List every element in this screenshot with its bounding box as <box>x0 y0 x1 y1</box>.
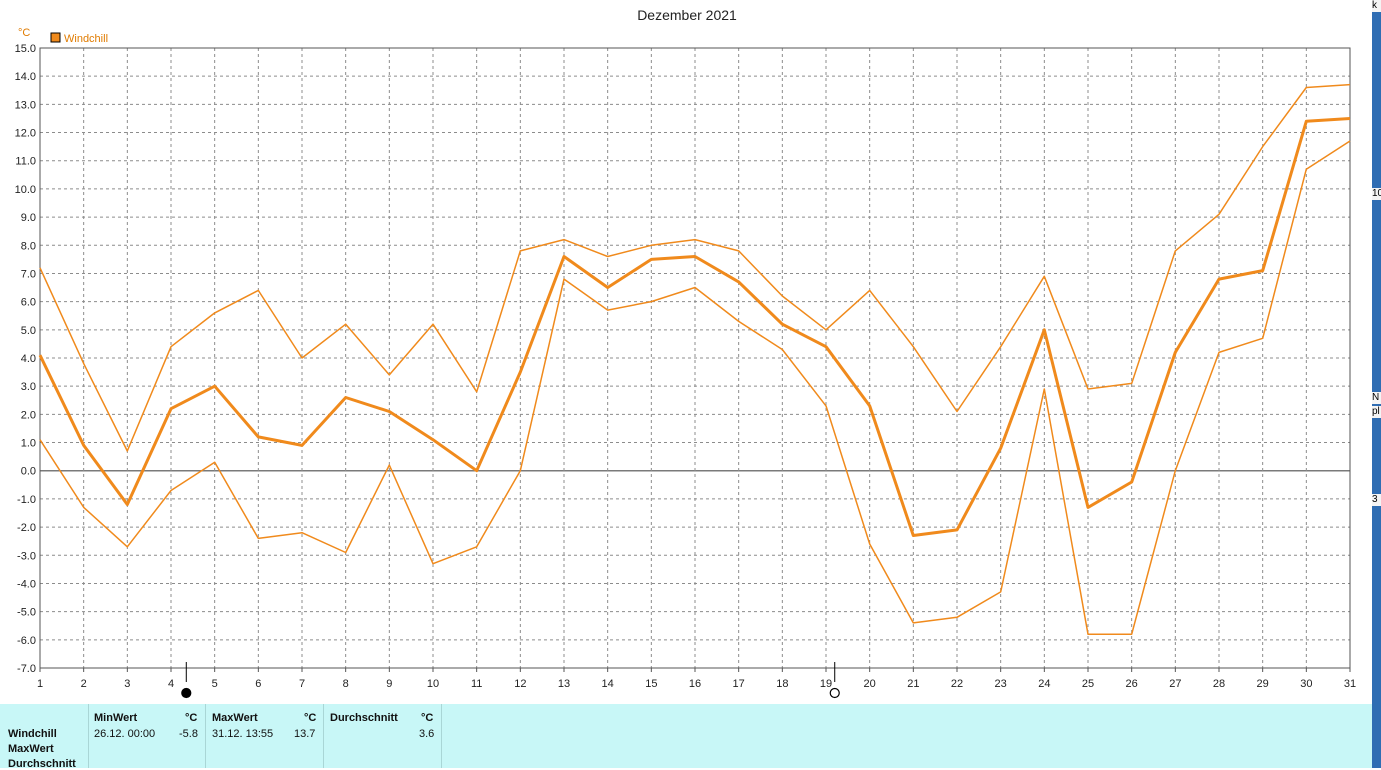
stats-row-labels: Windchill MaxWert Durchschnitt <box>0 704 89 770</box>
x-tick-label: 13 <box>558 678 570 690</box>
min-header: MinWert <box>94 712 138 724</box>
y-tick-label: -5.0 <box>17 607 36 619</box>
y-axis-ticks: 15.0 14.0 13.0 12.0 11.0 10.0 9.0 8.0 7.0 6.0 5.0 4… <box>15 43 36 675</box>
legend-label: Windchill <box>64 33 108 45</box>
y-tick-label: 14.0 <box>15 71 36 83</box>
y-tick-label: 0.0 <box>21 466 36 478</box>
series-line-min <box>39 140 1351 635</box>
min-datetime: 26.12. 00:00 <box>94 728 156 740</box>
x-tick-label: 28 <box>1213 678 1225 690</box>
x-tick-label: 27 <box>1169 678 1181 690</box>
x-tick-label: 23 <box>995 678 1007 690</box>
full-moon-icon <box>829 687 840 699</box>
strip-fragment: 10 <box>1372 188 1381 200</box>
y-tick-label: -1.0 <box>17 494 36 506</box>
x-tick-label: 7 <box>299 678 305 690</box>
strip-fragment: k <box>1372 0 1381 12</box>
min-value: -5.8 <box>179 728 198 740</box>
y-tick-label: 12.0 <box>15 128 36 140</box>
avg-header: Durchschnitt <box>330 712 398 724</box>
x-tick-label: 9 <box>386 678 392 690</box>
x-tick-label: 10 <box>427 678 439 690</box>
x-tick-label: 5 <box>212 678 218 690</box>
stats-min-column: MinWert °C 26.12. 00:00 -5.8 <box>89 704 206 768</box>
series-lines <box>38 83 1351 635</box>
x-tick-label: 2 <box>81 678 87 690</box>
x-tick-label: 4 <box>168 678 174 690</box>
x-tick-label: 6 <box>255 678 261 690</box>
x-tick-label: 25 <box>1082 678 1094 690</box>
x-tick-label: 20 <box>864 678 876 690</box>
x-tick-label: 8 <box>343 678 349 690</box>
avg-unit: °C <box>421 712 434 724</box>
x-tick-label: 22 <box>951 678 963 690</box>
x-tick-label: 31 <box>1344 678 1356 690</box>
x-tick-label: 30 <box>1300 678 1312 690</box>
x-tick-label: 17 <box>733 678 745 690</box>
avg-value: 3.6 <box>419 728 435 740</box>
x-tick-label: 16 <box>689 678 701 690</box>
y-tick-label: 7.0 <box>21 268 36 280</box>
y-tick-label: 8.0 <box>21 240 36 252</box>
x-tick-label: 24 <box>1038 678 1050 690</box>
x-tick-label: 21 <box>907 678 919 690</box>
y-tick-label: -3.0 <box>17 550 36 562</box>
x-tick-label: 18 <box>776 678 788 690</box>
chart-title: Dezember 2021 <box>637 7 737 23</box>
max-datetime: 31.12. 13:55 <box>212 728 274 740</box>
stats-avg-column: Durchschnitt °C 3.6 <box>324 704 442 768</box>
y-tick-label: 1.0 <box>21 438 36 450</box>
max-header: MaxWert <box>212 712 258 724</box>
chart-grid <box>39 47 1351 669</box>
y-unit-label: °C <box>18 27 30 39</box>
right-edge-window-strip: k 10 N pl 3 <box>1372 0 1381 768</box>
x-tick-label: 11 <box>471 678 482 690</box>
row-label-windchill: Windchill <box>8 728 57 740</box>
y-tick-label: 10.0 <box>15 184 36 196</box>
strip-fragment: N <box>1372 392 1381 404</box>
series-line-max <box>39 83 1351 452</box>
row-label-durchschnitt: Durchschnitt <box>8 758 76 770</box>
y-tick-label: -7.0 <box>17 663 36 675</box>
x-tick-label: 12 <box>514 678 526 690</box>
series-line-avg <box>38 117 1351 537</box>
y-tick-label: 3.0 <box>21 381 36 393</box>
x-tick-label: 1 <box>37 678 43 690</box>
strip-fragment: 3 <box>1372 494 1381 506</box>
x-axis-ticks: 1 2 3 4 5 6 7 8 9 10 11 12 13 14 15 16 17 18 19 20 21 22 23 24 2… <box>37 668 1356 690</box>
x-tick-label: 29 <box>1257 678 1269 690</box>
x-tick-label: 3 <box>124 678 130 690</box>
legend-swatch <box>50 32 61 43</box>
x-tick-label: 19 <box>820 678 832 690</box>
y-tick-label: 6.0 <box>21 297 36 309</box>
y-tick-label: 4.0 <box>21 353 36 365</box>
y-tick-label: -6.0 <box>17 635 36 647</box>
min-unit: °C <box>185 712 198 724</box>
strip-fragment: pl <box>1372 406 1381 418</box>
y-tick-label: -4.0 <box>17 578 36 590</box>
x-tick-label: 26 <box>1126 678 1138 690</box>
max-unit: °C <box>304 712 317 724</box>
y-tick-label: 9.0 <box>21 212 36 224</box>
windchill-chart: 15.014.013.012.011.010.09.08.07.06.05.04… <box>15 7 1356 699</box>
x-tick-label: 14 <box>602 678 614 690</box>
y-tick-label: -2.0 <box>17 522 36 534</box>
row-label-maxwert: MaxWert <box>8 743 54 755</box>
y-tick-label: 5.0 <box>21 325 36 337</box>
stats-max-column: MaxWert °C 31.12. 13:55 13.7 <box>206 704 324 768</box>
new-moon-icon <box>181 687 192 699</box>
y-tick-label: 2.0 <box>21 409 36 421</box>
moon-markers <box>181 662 840 699</box>
y-tick-label: 13.0 <box>15 99 36 111</box>
x-tick-label: 15 <box>645 678 657 690</box>
max-value: 13.7 <box>294 728 316 740</box>
y-tick-label: 15.0 <box>15 43 36 55</box>
y-tick-label: 11.0 <box>15 156 36 168</box>
statistics-panel: Windchill MaxWert Durchschnitt MinWert °… <box>0 704 1372 770</box>
